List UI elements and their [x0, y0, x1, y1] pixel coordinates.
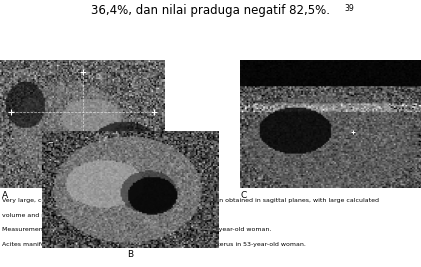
Text: Measurement of thickened septa greater than 3 mm (calipers) in 58-year-old woman: Measurement of thickened septa greater t…	[2, 227, 272, 233]
Text: −: −	[48, 140, 53, 146]
Text: 39: 39	[344, 4, 354, 13]
Text: 36,4%, dan nilai praduga negatif 82,5%.: 36,4%, dan nilai praduga negatif 82,5%.	[91, 4, 330, 17]
Text: volume and maximal diameter.: volume and maximal diameter.	[2, 213, 101, 218]
Text: Very large, complex solid–cystic mass (calipers) in 48-year-old woman obtained i: Very large, complex solid–cystic mass (c…	[2, 198, 379, 203]
Text: Acites manifesting as fluid in posterior cul-de-sac and surrounding uterus in 53: Acites manifesting as fluid in posterior…	[2, 242, 306, 247]
Text: A: A	[2, 191, 8, 200]
Text: C: C	[241, 191, 247, 200]
Text: B: B	[128, 250, 133, 260]
